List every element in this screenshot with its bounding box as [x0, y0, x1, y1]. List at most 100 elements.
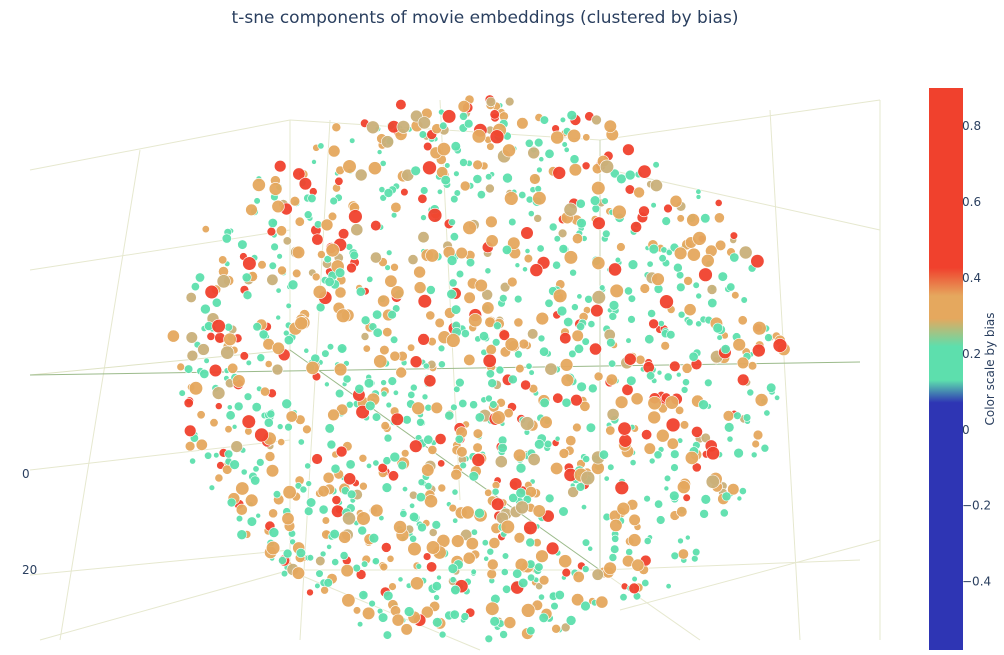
scatter-point[interactable] — [485, 96, 497, 108]
scatter-point[interactable] — [349, 137, 356, 144]
scatter-point[interactable] — [590, 304, 604, 318]
scatter-point[interactable] — [635, 354, 646, 365]
scatter-point[interactable] — [601, 197, 609, 205]
scatter-point[interactable] — [311, 233, 324, 246]
scatter-point[interactable] — [566, 110, 577, 121]
scatter-point[interactable] — [648, 243, 659, 255]
scatter-point[interactable] — [345, 459, 356, 470]
scatter-point[interactable] — [209, 418, 219, 428]
scatter-point[interactable] — [592, 216, 606, 230]
scatter-point[interactable] — [452, 517, 459, 524]
scatter-point[interactable] — [498, 329, 510, 341]
scatter-point[interactable] — [436, 574, 442, 581]
scatter-point[interactable] — [231, 423, 238, 430]
scatter-point[interactable] — [624, 286, 633, 296]
scatter-point[interactable] — [474, 507, 485, 519]
scatter-point[interactable] — [251, 177, 266, 192]
scatter-point[interactable] — [294, 482, 303, 490]
scatter-point[interactable] — [608, 300, 620, 311]
scatter-point[interactable] — [714, 198, 723, 207]
scatter-point[interactable] — [240, 468, 248, 476]
scatter-point[interactable] — [184, 441, 196, 452]
scatter-point[interactable] — [571, 329, 584, 342]
scatter-point[interactable] — [321, 349, 330, 358]
scatter-point[interactable] — [208, 363, 223, 378]
scatter-point[interactable] — [565, 615, 577, 626]
scatter-point[interactable] — [264, 451, 276, 462]
scatter-point[interactable] — [544, 362, 558, 376]
scatter-point[interactable] — [514, 350, 523, 359]
scatter-point[interactable] — [736, 356, 750, 370]
scatter-point[interactable] — [591, 256, 606, 270]
scatter-point[interactable] — [214, 473, 224, 483]
scatter-point[interactable] — [501, 552, 510, 560]
scatter-point[interactable] — [581, 161, 591, 171]
scatter-point[interactable] — [619, 593, 628, 602]
scatter-point[interactable] — [409, 355, 423, 369]
scatter-point[interactable] — [485, 601, 500, 616]
scatter-point[interactable] — [311, 453, 323, 465]
scatter-point[interactable] — [358, 453, 368, 463]
scatter-point[interactable] — [311, 159, 317, 165]
scatter-point[interactable] — [439, 121, 448, 130]
scatter-point[interactable] — [437, 459, 446, 468]
scatter-point[interactable] — [558, 244, 569, 254]
scatter-point[interactable] — [486, 547, 495, 556]
scatter-point[interactable] — [304, 506, 314, 516]
scatter-point[interactable] — [390, 335, 399, 344]
scatter-point[interactable] — [637, 164, 652, 179]
scatter-point[interactable] — [750, 254, 765, 269]
scatter-point[interactable] — [692, 281, 700, 289]
scatter-point[interactable] — [682, 378, 690, 387]
scatter-point[interactable] — [559, 116, 567, 123]
scatter-point[interactable] — [602, 229, 611, 239]
scatter-point[interactable] — [268, 508, 278, 519]
scatter-point[interactable] — [413, 281, 427, 294]
scatter-point[interactable] — [331, 558, 340, 566]
scatter-point[interactable] — [401, 486, 408, 493]
scatter-point[interactable] — [630, 221, 642, 233]
scatter-point[interactable] — [289, 196, 301, 207]
scatter-point[interactable] — [471, 452, 486, 467]
scatter-point[interactable] — [235, 503, 248, 516]
scatter-point[interactable] — [476, 190, 486, 200]
scatter-point[interactable] — [371, 557, 380, 566]
scatter-point[interactable] — [380, 379, 387, 386]
scatter-point[interactable] — [479, 331, 489, 341]
scatter-point[interactable] — [326, 343, 335, 351]
scatter-point[interactable] — [751, 439, 760, 449]
scatter-point[interactable] — [382, 327, 393, 338]
scatter-point[interactable] — [609, 168, 620, 179]
scatter-point[interactable] — [669, 194, 683, 208]
scatter-point[interactable] — [552, 392, 564, 404]
scatter-point[interactable] — [390, 412, 404, 426]
scatter-point[interactable] — [527, 328, 539, 340]
scatter-point[interactable] — [411, 401, 426, 416]
scatter-point[interactable] — [760, 443, 770, 453]
scatter-point[interactable] — [527, 573, 536, 582]
scatter-point[interactable] — [274, 160, 287, 173]
scatter-point[interactable] — [387, 376, 397, 386]
scatter-point[interactable] — [647, 309, 656, 318]
scatter-point[interactable] — [536, 244, 545, 253]
scatter-point[interactable] — [236, 529, 248, 541]
scatter-point[interactable] — [576, 218, 587, 229]
scatter-point[interactable] — [738, 245, 753, 260]
scatter-point[interactable] — [314, 582, 321, 590]
scatter-point[interactable] — [558, 554, 573, 569]
scatter-point[interactable] — [603, 561, 617, 575]
scatter-point[interactable] — [266, 273, 279, 286]
scatter-point[interactable] — [470, 528, 478, 536]
scatter-point[interactable] — [655, 428, 670, 443]
scatter-point[interactable] — [526, 626, 536, 636]
scatter-point[interactable] — [726, 282, 736, 292]
scatter-point[interactable] — [213, 452, 220, 459]
scatter-point[interactable] — [285, 302, 292, 310]
scatter-point[interactable] — [687, 247, 701, 262]
scatter-point[interactable] — [631, 558, 645, 572]
scatter-point[interactable] — [389, 451, 401, 463]
scatter-point[interactable] — [306, 554, 315, 562]
scatter-point[interactable] — [450, 468, 463, 481]
scatter-point[interactable] — [458, 398, 468, 408]
scatter-point[interactable] — [524, 248, 531, 254]
